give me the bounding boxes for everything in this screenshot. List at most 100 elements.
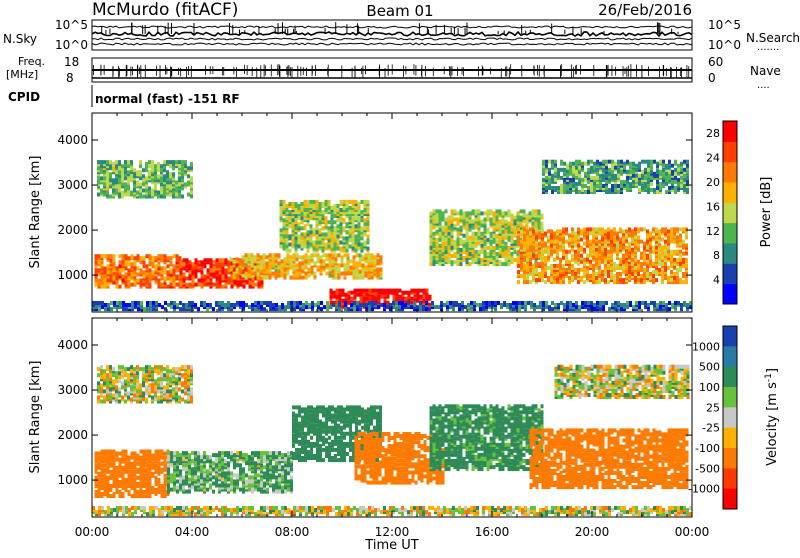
power-cell <box>586 236 589 240</box>
power-cell <box>649 238 652 242</box>
power-cell <box>574 268 577 272</box>
power-cell <box>352 230 355 234</box>
power-cell <box>623 180 626 184</box>
power-cell <box>346 241 349 245</box>
power-cell <box>286 249 289 253</box>
power-cell <box>314 253 317 257</box>
power-cell <box>667 246 670 250</box>
power-cell <box>662 301 665 305</box>
velocity-cell <box>101 464 104 468</box>
power-cell <box>608 168 611 172</box>
power-cell <box>416 305 419 309</box>
power-cell <box>592 272 595 276</box>
power-cell <box>548 305 551 309</box>
power-cell <box>601 227 604 231</box>
power-cell <box>307 245 310 249</box>
power-cell <box>523 238 526 242</box>
power-cell <box>634 227 637 231</box>
power-cell <box>436 260 439 264</box>
power-cell <box>101 305 104 309</box>
power-cell <box>246 281 249 285</box>
power-cell <box>206 303 209 307</box>
power-cell <box>283 200 286 204</box>
power-cell <box>339 293 342 297</box>
power-cell <box>148 186 151 190</box>
power-cell <box>577 244 580 248</box>
power-cell <box>638 162 641 166</box>
power-cell <box>222 266 225 270</box>
power-cell <box>287 301 290 305</box>
power-cell <box>160 164 163 168</box>
power-cell <box>514 232 517 236</box>
power-cell <box>520 216 523 220</box>
power-cell <box>148 195 151 199</box>
power-cell <box>556 229 559 233</box>
power-cell <box>134 301 137 305</box>
power-cell <box>140 279 143 283</box>
power-cell <box>613 274 616 278</box>
power-cell <box>430 220 433 224</box>
power-cell <box>317 253 320 257</box>
power-cell <box>523 264 526 268</box>
power-cell <box>251 263 254 267</box>
power-cell <box>439 209 442 213</box>
power-cell <box>198 283 201 287</box>
power-cell <box>568 234 571 238</box>
power-cell <box>661 274 664 278</box>
power-cell <box>364 222 367 226</box>
power-cell <box>263 266 266 270</box>
velocity-cell <box>104 490 107 494</box>
power-cell <box>142 168 145 172</box>
power-cell <box>487 216 490 220</box>
power-cell <box>542 178 545 182</box>
power-cell <box>634 258 637 262</box>
power-cell <box>634 242 637 246</box>
power-cell <box>127 164 130 168</box>
power-cell <box>559 229 562 233</box>
power-cell <box>286 238 289 242</box>
power-cell <box>647 190 650 194</box>
power-cell <box>674 160 677 164</box>
colorbar-tick-label: 24 <box>706 152 720 165</box>
power-cell <box>487 209 490 213</box>
power-cell <box>466 211 469 215</box>
power-cell <box>260 301 263 305</box>
power-cell <box>551 186 554 190</box>
power-cell <box>619 278 622 282</box>
power-cell <box>136 170 139 174</box>
power-cell <box>587 168 590 172</box>
power-cell <box>293 274 296 278</box>
power-cell <box>161 283 164 287</box>
power-cell <box>97 178 100 182</box>
power-cell <box>580 276 583 280</box>
power-cell <box>314 303 317 307</box>
power-cell <box>625 264 628 268</box>
power-cell <box>337 238 340 242</box>
power-cell <box>158 303 161 307</box>
colorbar-swatch <box>723 263 737 284</box>
power-cell <box>457 228 460 232</box>
power-cell <box>275 253 278 257</box>
power-cell <box>562 256 565 260</box>
colorbar-swatch <box>723 284 737 305</box>
power-cell <box>304 245 307 249</box>
power-cell <box>263 259 266 263</box>
power-cell <box>290 276 293 280</box>
power-cell <box>475 250 478 254</box>
power-cell <box>136 191 139 195</box>
power-cell <box>539 301 542 305</box>
power-cell <box>601 232 604 236</box>
power-cell <box>457 218 460 222</box>
power-cell <box>560 176 563 180</box>
power-cell <box>154 182 157 186</box>
power-cell <box>361 236 364 240</box>
power-cell <box>272 259 275 263</box>
power-cell <box>316 200 319 204</box>
power-cell <box>469 224 472 228</box>
power-cell <box>143 256 146 260</box>
power-cell <box>620 303 623 307</box>
power-cell <box>607 280 610 284</box>
power-cell <box>139 164 142 168</box>
power-cell <box>115 189 118 193</box>
power-cell <box>176 275 179 279</box>
